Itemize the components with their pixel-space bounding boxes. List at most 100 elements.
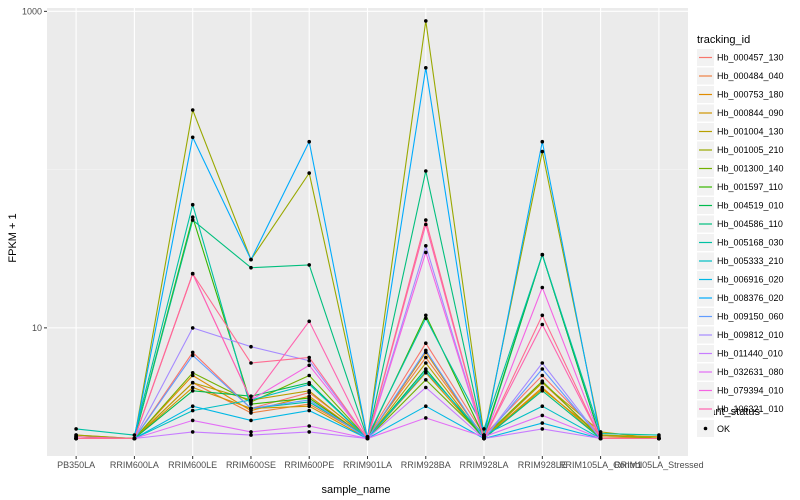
x-tick-label: RRIM600SE [226, 460, 276, 470]
x-tick-label: RRIM600LE [168, 460, 217, 470]
data-point [307, 171, 312, 175]
data-point [540, 427, 545, 431]
data-point [482, 427, 486, 431]
data-point [249, 394, 253, 399]
data-point [190, 380, 195, 385]
data-point [540, 149, 545, 154]
legend-label: Hb_001005_210 [717, 145, 784, 155]
data-point [190, 371, 195, 375]
x-tick-label: RRIM901LA [343, 460, 392, 470]
x-tick-label: RRIM600LA [110, 460, 159, 470]
data-point [424, 341, 428, 346]
data-point [307, 319, 312, 324]
data-point [540, 379, 545, 384]
data-point [190, 108, 195, 112]
data-point [540, 285, 545, 290]
x-tick-label: RRIM600PE [284, 460, 334, 470]
data-point [424, 348, 428, 353]
data-point [424, 316, 428, 321]
data-point [657, 436, 661, 441]
data-point [424, 66, 428, 70]
legend-label: Hb_004586_110 [717, 219, 783, 229]
x-tick-label: RRIM928LA [460, 460, 509, 470]
legend-label: Hb_004519_010 [717, 201, 784, 211]
legend: tracking_id quant_status OK Hb_000457_13… [697, 34, 784, 437]
data-point [307, 398, 312, 402]
legend-label: Hb_009150_060 [717, 312, 784, 322]
data-point [190, 353, 195, 358]
data-point [249, 398, 253, 402]
legend-label: Hb_032631_080 [717, 367, 784, 377]
legend-label: Hb_000457_130 [717, 53, 784, 63]
x-axis-title: sample_name [321, 484, 390, 496]
data-point [307, 382, 312, 387]
legend-label: Hb_001300_140 [717, 164, 784, 174]
data-point [657, 433, 661, 437]
legend-label: Hb_079394_010 [717, 386, 784, 396]
data-point [307, 358, 312, 363]
data-point [74, 427, 78, 431]
data-point [190, 430, 195, 434]
legend-label: Hb_009812_010 [717, 330, 784, 340]
data-point [365, 436, 370, 441]
data-point [307, 389, 312, 393]
data-point [132, 436, 137, 441]
data-point [190, 135, 195, 140]
data-point [598, 431, 603, 436]
data-point [249, 430, 253, 434]
data-point [307, 363, 312, 368]
data-point [190, 271, 195, 276]
x-tick-label: RRIM928LE [518, 460, 567, 470]
data-point [424, 369, 428, 374]
data-point [424, 416, 428, 420]
data-point [540, 421, 545, 425]
data-point [307, 355, 312, 360]
data-point [190, 218, 195, 222]
y-axis-title: FPKM + 1 [7, 213, 19, 262]
data-point [132, 433, 137, 437]
legend-label: Hb_001004_130 [717, 127, 784, 137]
data-point [424, 19, 428, 23]
data-point [190, 373, 195, 378]
axes: sample_name FPKM + 1 10 1000 PB350LA RRIM60… [7, 6, 704, 496]
x-tick-label: PB350LA [57, 460, 95, 470]
data-point [307, 263, 312, 267]
data-point [540, 373, 545, 378]
legend-label: Hb_001597_110 [717, 182, 783, 192]
legend-label: Hb_008376_020 [717, 293, 784, 303]
legend-title: tracking_id [697, 34, 750, 46]
data-point [424, 222, 428, 227]
data-point [540, 404, 545, 409]
point-legend-dot [703, 426, 708, 431]
data-point [190, 326, 195, 330]
data-point [249, 418, 253, 423]
data-point [190, 408, 195, 413]
data-point [424, 385, 428, 390]
data-point [598, 436, 603, 441]
data-point [424, 367, 428, 371]
data-point [482, 436, 486, 441]
point-legend-label: OK [717, 424, 730, 434]
data-point [190, 202, 195, 207]
data-point [190, 350, 195, 355]
data-point [424, 378, 428, 382]
data-point [307, 408, 312, 413]
data-point [249, 406, 253, 411]
data-point [307, 373, 312, 378]
legend-label: Hb_000484_040 [717, 71, 784, 81]
data-point [424, 169, 428, 173]
x-tick-label: RRIM105LA_Stressed [614, 460, 704, 470]
data-point [540, 252, 545, 257]
data-point [540, 322, 545, 327]
data-point [249, 402, 253, 406]
legend-label: Hb_011440_010 [717, 349, 783, 359]
data-point [249, 257, 253, 262]
data-point [190, 389, 195, 393]
legend-label: Hb_005333_210 [717, 256, 784, 266]
data-point [424, 355, 428, 360]
data-point [424, 250, 428, 255]
data-point [540, 139, 545, 144]
data-points [74, 19, 661, 441]
